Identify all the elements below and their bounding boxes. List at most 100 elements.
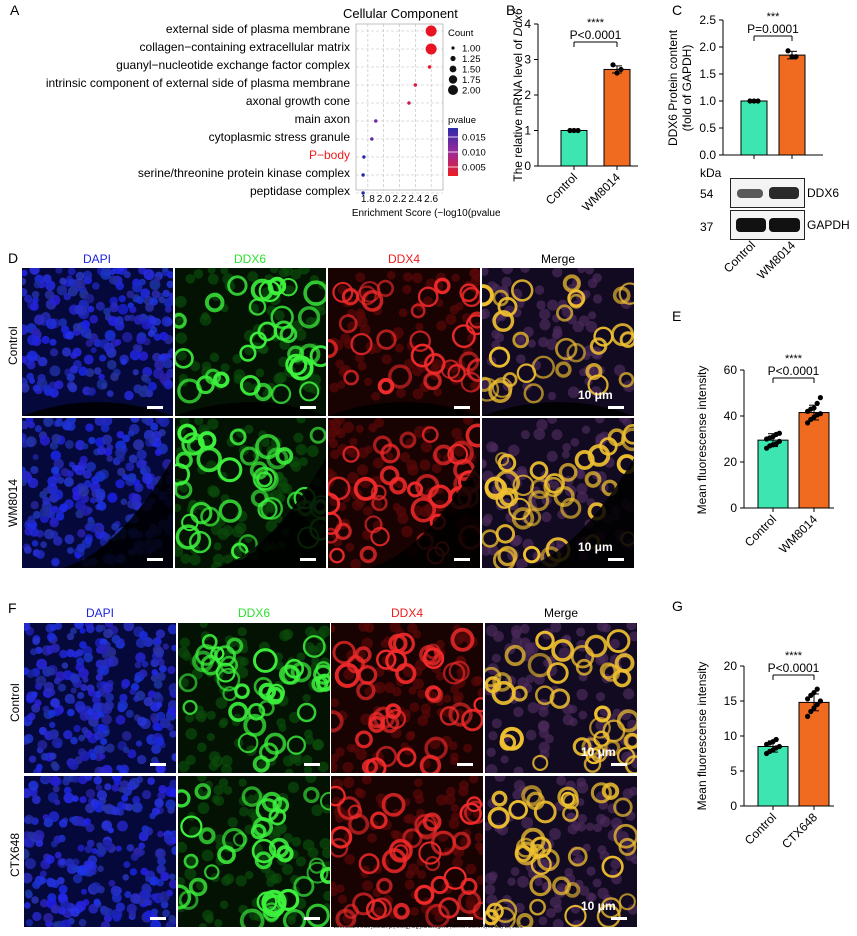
cell-body — [319, 838, 330, 850]
oocyte-ring — [492, 672, 512, 692]
oocyte-ring — [214, 645, 237, 667]
x-tick-label: 2.4 — [408, 194, 422, 205]
cell-body — [482, 379, 490, 390]
cell-body — [576, 491, 589, 503]
oocyte-ring — [352, 892, 376, 916]
cell-body — [517, 875, 529, 888]
oocyte-ring — [175, 312, 187, 329]
oocyte-ring — [357, 665, 378, 685]
cell-body — [323, 890, 330, 901]
cell-body — [536, 419, 548, 431]
x-tick-label: CTX648 — [779, 810, 820, 851]
nucleus — [49, 752, 57, 760]
significance-p-value: P<0.0001 — [768, 661, 820, 675]
oocyte-ring — [204, 864, 220, 880]
nucleus — [160, 900, 169, 909]
micrograph-texture — [22, 418, 173, 568]
bar — [798, 412, 830, 509]
oocyte-ring — [302, 635, 326, 658]
nucleus — [129, 868, 138, 876]
micrograph-texture — [331, 623, 483, 773]
nucleus — [126, 844, 135, 852]
nucleus — [83, 860, 94, 871]
nucleus — [61, 662, 69, 669]
cell-body — [552, 328, 563, 339]
nucleus — [171, 752, 176, 762]
cell-body — [275, 371, 287, 384]
oocyte-ring — [488, 346, 511, 368]
nucleus — [58, 819, 68, 828]
oocyte-ring — [388, 838, 413, 863]
scale-bar — [457, 763, 473, 766]
cell-body — [486, 441, 498, 453]
oocyte-ring — [247, 702, 266, 721]
oocyte-ring — [381, 792, 406, 817]
oocyte-ring — [311, 675, 329, 693]
nucleus — [98, 665, 110, 676]
nucleus — [138, 669, 148, 678]
cell-body — [527, 702, 539, 714]
nucleus — [166, 271, 173, 279]
oocyte-ring — [560, 791, 575, 806]
cell-body — [527, 642, 539, 655]
nucleus — [135, 690, 146, 701]
nucleus — [131, 493, 142, 504]
nucleus — [37, 356, 48, 367]
cell-body — [217, 528, 230, 540]
data-point — [805, 713, 811, 719]
data-point — [425, 43, 437, 55]
cell-body — [178, 760, 190, 773]
tissue-edge-shadow — [22, 402, 173, 416]
cell-body — [345, 542, 355, 552]
nucleus — [62, 777, 71, 786]
nucleus — [42, 705, 50, 713]
cell-body — [486, 747, 496, 757]
nucleus — [147, 777, 156, 785]
nucleus — [77, 529, 86, 538]
nucleus — [135, 637, 147, 649]
cell-body — [278, 268, 289, 278]
data-point — [814, 686, 820, 692]
legend-count-label: 1.50 — [462, 65, 481, 76]
nucleus — [55, 268, 63, 274]
nucleus — [158, 418, 170, 427]
cell-body — [213, 542, 222, 551]
nucleus — [31, 896, 39, 904]
nucleus — [80, 684, 88, 692]
y-axis-label: DDX6 Protein content — [666, 29, 680, 146]
nucleus — [124, 314, 131, 322]
micrograph-dapi — [22, 418, 173, 568]
cell-body — [436, 320, 447, 332]
cell-body — [469, 776, 479, 784]
nucleus — [104, 700, 114, 711]
oocyte-ring — [497, 545, 518, 567]
nucleus — [31, 691, 38, 698]
nucleus — [118, 268, 125, 272]
nucleus — [50, 466, 60, 475]
nucleus — [45, 854, 55, 864]
oocyte-ring — [410, 343, 435, 368]
oocyte-ring — [616, 709, 637, 733]
oocyte-ring — [584, 634, 608, 658]
scale-bar — [300, 558, 316, 561]
nucleus — [72, 873, 83, 884]
oocyte-ring — [370, 484, 387, 501]
oocyte-ring — [241, 786, 263, 807]
cell-body — [550, 480, 560, 490]
nucleus — [115, 447, 126, 459]
cell-body — [245, 870, 254, 880]
nucleus — [130, 893, 141, 904]
oocyte-ring — [451, 324, 476, 349]
cell-body — [431, 463, 442, 474]
cell-body — [430, 363, 439, 373]
cell-body — [419, 459, 431, 471]
cell-body — [420, 703, 432, 714]
nucleus — [153, 679, 163, 689]
nucleus — [122, 874, 130, 881]
nucleus — [51, 904, 61, 914]
download-footer: Downloaded from journals.physiology.org/… — [333, 925, 524, 930]
nucleus — [164, 353, 172, 360]
oocyte-ring — [584, 471, 602, 488]
oocyte-ring — [389, 476, 408, 495]
oocyte-ring — [623, 732, 637, 749]
